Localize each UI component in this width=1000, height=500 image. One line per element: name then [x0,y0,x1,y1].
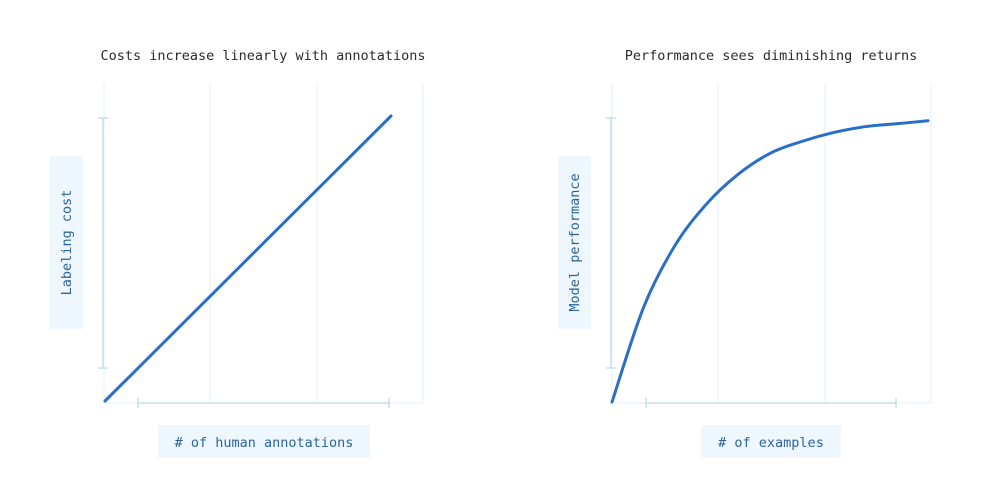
chart-left-title: Costs increase linearly with annotations [100,48,425,64]
chart-right-xlabel: # of examples [718,435,824,451]
chart-left-ylabel-box: Labeling cost [50,156,83,329]
chart-right-series-line [610,119,930,404]
chart-right-ylabel: Model performance [567,173,583,311]
chart-left-ylabel: Labeling cost [59,190,75,296]
chart-left-x-bracket [137,398,390,408]
chart-left-y-bracket [98,117,108,369]
chart-left-series-line [103,114,393,403]
chart-right: Performance sees diminishing returns Mod… [558,48,932,458]
chart-right-ylabel-box: Model performance [558,156,591,329]
chart-right-x-bracket [645,398,897,408]
chart-right-grid [611,83,932,404]
chart-right-title: Performance sees diminishing returns [625,48,918,64]
chart-left-xlabel-box: # of human annotations [158,425,370,458]
chart-right-xlabel-box: # of examples [701,425,841,458]
chart-left-xlabel: # of human annotations [175,435,354,451]
chart-left: Costs increase linearly with annotations… [50,48,426,458]
chart-right-y-bracket [606,117,616,369]
